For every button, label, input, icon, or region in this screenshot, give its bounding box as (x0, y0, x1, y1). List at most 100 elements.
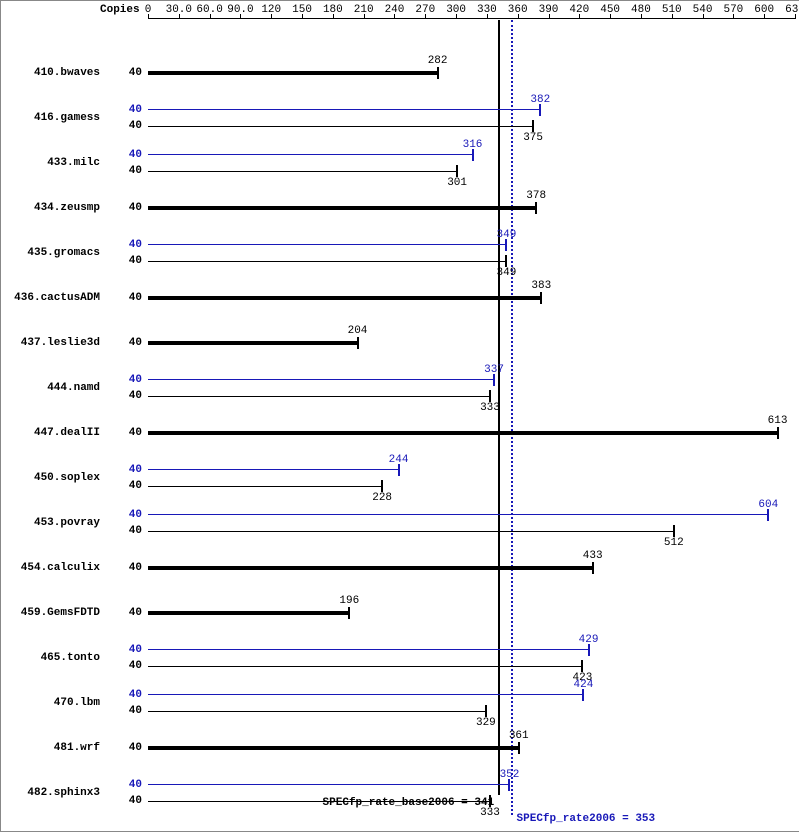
x-axis-tick-label: 240 (385, 4, 405, 16)
bar-base-end (437, 67, 439, 79)
copies-peak: 40 (108, 149, 142, 161)
x-axis-tick-label: 600 (754, 4, 774, 16)
value-label-base: 333 (480, 807, 500, 819)
value-label-peak: 429 (579, 634, 599, 646)
copies-peak: 40 (108, 104, 142, 116)
bar-base-end (505, 255, 507, 267)
bar-peak (148, 649, 589, 650)
benchmark-name: 465.tonto (4, 652, 100, 664)
bar-peak (148, 244, 506, 245)
copies-peak: 40 (108, 644, 142, 656)
bar-base (148, 206, 536, 210)
x-axis-tick-label: 540 (693, 4, 713, 16)
value-label-base: 228 (372, 492, 392, 504)
x-axis-tick-label: 120 (261, 4, 281, 16)
value-label-base: 378 (526, 190, 546, 202)
ref-label-peak: SPECfp_rate2006 = 353 (517, 813, 656, 825)
benchmark-name: 453.povray (4, 517, 100, 529)
bar-base-end (489, 795, 491, 807)
bar-base (148, 531, 674, 532)
bar-base-end (381, 480, 383, 492)
benchmark-name: 444.namd (4, 382, 100, 394)
ref-line-peak (511, 20, 513, 815)
benchmark-name: 434.zeusmp (4, 202, 100, 214)
x-axis-tick-label: 570 (723, 4, 743, 16)
value-label-base: 433 (583, 550, 603, 562)
copies-base: 40 (108, 255, 142, 267)
copies-base: 40 (108, 705, 142, 717)
bar-base (148, 711, 486, 712)
value-label-base: 333 (480, 402, 500, 414)
value-label-peak: 382 (530, 94, 550, 106)
benchmark-name: 459.GemsFDTD (4, 607, 100, 619)
value-label-peak: 316 (463, 139, 483, 151)
benchmark-name: 435.gromacs (4, 247, 100, 259)
benchmark-name: 482.sphinx3 (4, 787, 100, 799)
copies-base: 40 (108, 202, 142, 214)
x-axis-tick-label: 270 (415, 4, 435, 16)
x-axis-tick-label: 360 (508, 4, 528, 16)
value-label-base: 196 (339, 595, 359, 607)
value-label-base: 375 (523, 132, 543, 144)
x-axis-tick-label: 0 (145, 4, 152, 16)
value-label-peak: 424 (574, 679, 594, 691)
value-label-base: 329 (476, 717, 496, 729)
bar-base (148, 746, 519, 750)
x-axis-tick-label: 60.0 (196, 4, 222, 16)
bar-base-end (489, 390, 491, 402)
copies-base: 40 (108, 525, 142, 537)
x-axis-tick-label: 480 (631, 4, 651, 16)
copies-base: 40 (108, 562, 142, 574)
bar-base-end (456, 165, 458, 177)
copies-base: 40 (108, 390, 142, 402)
copies-base: 40 (108, 120, 142, 132)
bar-base-end (540, 292, 542, 304)
x-axis-tick-label: 150 (292, 4, 312, 16)
bar-base-end (485, 705, 487, 717)
x-axis-tick-label: 90.0 (227, 4, 253, 16)
bar-base-end (357, 337, 359, 349)
copies-peak: 40 (108, 464, 142, 476)
copies-base: 40 (108, 67, 142, 79)
copies-peak: 40 (108, 239, 142, 251)
copies-base: 40 (108, 480, 142, 492)
benchmark-name: 470.lbm (4, 697, 100, 709)
bar-base-end (532, 120, 534, 132)
bar-peak (148, 109, 540, 110)
value-label-base: 204 (348, 325, 368, 337)
bar-base-end (535, 202, 537, 214)
copies-base: 40 (108, 292, 142, 304)
x-axis-tick-label: 630 (785, 4, 799, 16)
x-axis-tick-label: 210 (354, 4, 374, 16)
x-axis-tick-label: 30.0 (166, 4, 192, 16)
bar-base (148, 126, 533, 127)
benchmark-name: 481.wrf (4, 742, 100, 754)
bar-base (148, 566, 593, 570)
bar-base (148, 611, 349, 615)
x-axis-tick-label: 450 (600, 4, 620, 16)
benchmark-name: 447.dealII (4, 427, 100, 439)
bar-peak (148, 514, 768, 515)
value-label-base: 349 (497, 267, 517, 279)
benchmark-name: 416.gamess (4, 112, 100, 124)
copies-base: 40 (108, 427, 142, 439)
bar-base (148, 261, 506, 262)
copies-base: 40 (108, 660, 142, 672)
bar-peak (148, 784, 509, 785)
bar-base (148, 431, 778, 435)
x-axis-tick-label: 330 (477, 4, 497, 16)
benchmark-name: 436.cactusADM (4, 292, 100, 304)
copies-peak: 40 (108, 509, 142, 521)
bar-base-end (592, 562, 594, 574)
copies-base: 40 (108, 165, 142, 177)
copies-base: 40 (108, 337, 142, 349)
bar-base (148, 801, 490, 802)
bar-base-end (348, 607, 350, 619)
bar-base (148, 71, 438, 75)
value-label-peak: 337 (484, 364, 504, 376)
value-label-base: 383 (531, 280, 551, 292)
value-label-peak: 244 (389, 454, 409, 466)
bar-base-end (777, 427, 779, 439)
copies-peak: 40 (108, 689, 142, 701)
x-axis-line (148, 18, 795, 19)
